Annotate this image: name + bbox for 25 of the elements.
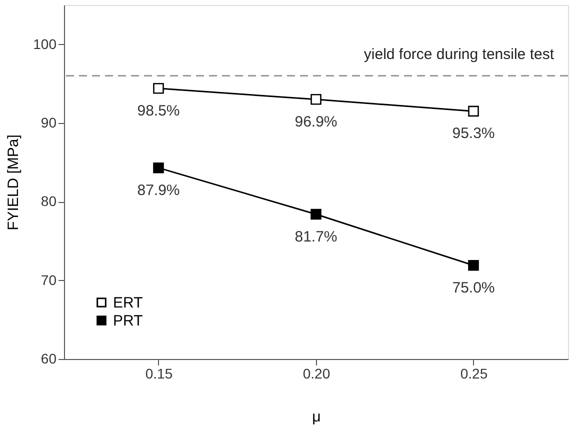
annotation: 95.3% <box>452 125 495 142</box>
annotation: 75.0% <box>452 279 495 296</box>
point <box>310 208 322 220</box>
annotation: 98.5% <box>137 102 180 120</box>
y-tick-label: 100 <box>33 36 57 52</box>
y-tick-label: 90 <box>40 114 57 130</box>
x-tick-label: 0.15 <box>145 366 173 382</box>
legend-label: ERT <box>113 294 143 312</box>
annotation: 81.7% <box>294 228 338 246</box>
y-tick-label: 60 <box>40 350 57 366</box>
point <box>153 82 164 94</box>
point <box>468 260 479 271</box>
x-tick-label: 0.25 <box>460 366 488 382</box>
ref-line-label: yield force during tensile test <box>364 46 555 63</box>
x-tick-label: 0.20 <box>302 366 330 382</box>
x-axis-title: μ <box>312 408 321 426</box>
point <box>153 162 164 174</box>
y-tick-label: 70 <box>40 272 57 288</box>
y-tick-label: 80 <box>40 193 57 210</box>
point <box>310 94 322 105</box>
legend-label: PRT <box>113 312 143 330</box>
annotation: 87.9% <box>137 182 180 199</box>
y-axis-title: FYIELD [MPa] <box>5 134 22 230</box>
point <box>468 106 479 117</box>
annotation: 96.9% <box>294 113 338 130</box>
